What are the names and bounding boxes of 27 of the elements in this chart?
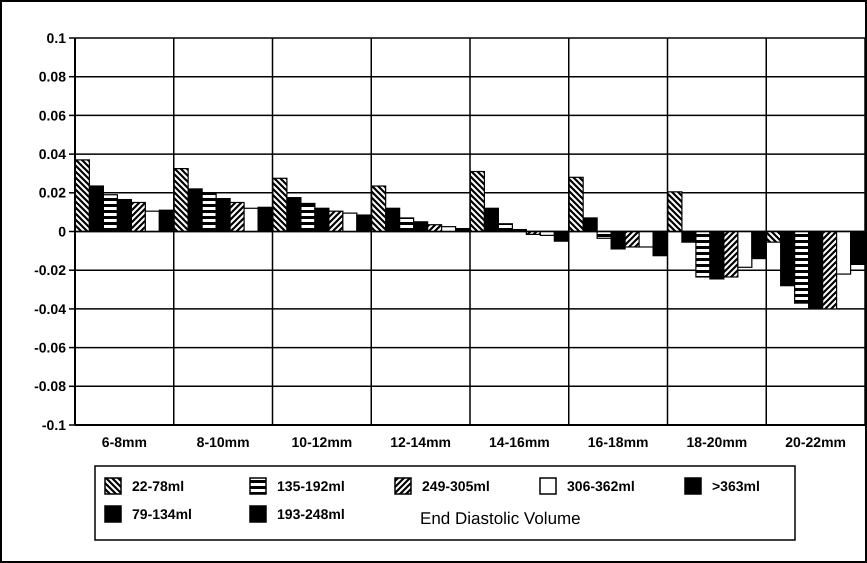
legend-title: End Diastolic Volume bbox=[420, 508, 581, 528]
x-tick-label: 20-22mm bbox=[785, 434, 846, 450]
legend-label: 306-362ml bbox=[567, 478, 635, 494]
y-tick-label: 0.06 bbox=[38, 107, 66, 124]
x-tick-label: 18-20mm bbox=[686, 434, 748, 450]
x-tick-label: 12-14mm bbox=[390, 434, 451, 450]
x-tick-label: 16-18mm bbox=[588, 434, 648, 450]
y-tick-label: -0.06 bbox=[34, 340, 66, 356]
y-tick-label: 0.04 bbox=[38, 146, 66, 162]
legend-label: 79-134ml bbox=[132, 506, 192, 522]
y-tick-label: 0.1 bbox=[46, 30, 66, 46]
legend-label: 249-305ml bbox=[422, 478, 490, 494]
x-tick-label: 6-8mm bbox=[102, 434, 147, 450]
x-tick-label: 10-12mm bbox=[292, 434, 352, 450]
y-tick-label: 0 bbox=[58, 223, 66, 240]
legend-label: >363ml bbox=[712, 478, 760, 494]
x-tick-label: 8-10mm bbox=[196, 434, 250, 450]
legend-label: 135-192ml bbox=[277, 478, 345, 494]
legend-label: 22-78ml bbox=[132, 478, 184, 494]
y-tick-label: 0.02 bbox=[38, 184, 66, 201]
y-tick-label: -0.04 bbox=[34, 300, 66, 317]
legend-label: 193-248ml bbox=[277, 506, 345, 522]
y-tick-label: -0.02 bbox=[34, 262, 66, 278]
y-tick-label: 0.08 bbox=[38, 68, 66, 85]
y-tick-label: -0.1 bbox=[42, 416, 66, 433]
y-tick-label: -0.08 bbox=[34, 378, 66, 394]
x-tick-label: 14-16mm bbox=[489, 434, 550, 450]
